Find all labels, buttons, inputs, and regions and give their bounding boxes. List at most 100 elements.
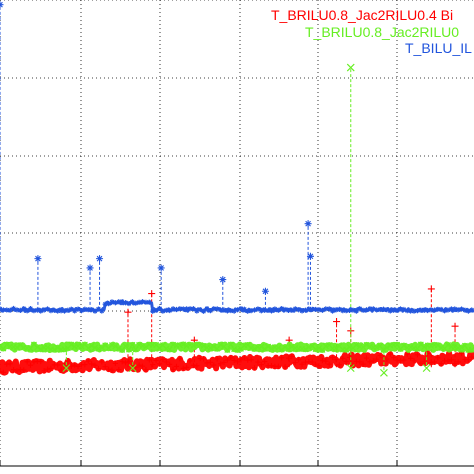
data-point	[44, 344, 51, 351]
data-point	[109, 367, 115, 373]
data-point	[27, 362, 34, 368]
data-point	[268, 308, 275, 314]
data-point	[333, 357, 339, 363]
data-point	[82, 362, 88, 368]
data-point	[187, 306, 193, 312]
data-point	[194, 308, 200, 314]
data-point	[92, 344, 99, 351]
data-point	[275, 363, 281, 369]
data-point	[122, 300, 129, 306]
data-point	[102, 364, 108, 370]
data-point	[143, 367, 149, 373]
data-point	[241, 355, 247, 361]
data-point	[282, 364, 288, 370]
data-point	[24, 359, 30, 365]
data-point	[78, 308, 85, 314]
data-point	[85, 358, 91, 364]
data-point	[177, 306, 183, 312]
data-point	[85, 345, 92, 352]
series-line-0	[0, 349, 474, 376]
spike-point	[422, 364, 431, 373]
data-point	[126, 359, 132, 365]
data-point	[248, 344, 255, 351]
data-point	[455, 307, 461, 313]
data-point	[353, 341, 360, 348]
data-point	[383, 344, 390, 351]
data-point	[54, 344, 61, 351]
data-point	[207, 308, 214, 314]
data-point	[17, 342, 24, 349]
data-point	[438, 306, 444, 313]
data-point	[245, 308, 251, 314]
data-point	[21, 367, 27, 373]
data-point	[275, 307, 281, 313]
data-point	[299, 361, 305, 367]
data-point	[400, 342, 407, 349]
data-point	[112, 300, 118, 306]
data-point	[285, 355, 292, 361]
data-point	[217, 341, 224, 348]
data-point	[302, 307, 309, 313]
data-point	[34, 344, 41, 351]
data-point	[228, 355, 234, 361]
data-point	[411, 358, 417, 364]
data-point	[231, 308, 237, 314]
legend: T_BRILU0.8_Jac2RILU0.4 Bi T_BRILU0.8_Jac…	[271, 7, 472, 56]
data-point	[51, 307, 57, 313]
data-point	[251, 365, 258, 371]
data-point	[201, 308, 207, 314]
data-point	[357, 359, 363, 365]
data-point	[408, 308, 414, 314]
data-point	[343, 346, 350, 353]
data-point	[397, 358, 404, 364]
data-point	[75, 306, 81, 312]
data-point	[468, 346, 474, 353]
data-point	[95, 306, 102, 312]
data-point	[214, 356, 220, 362]
data-point	[421, 307, 427, 313]
data-point	[136, 362, 142, 368]
data-point	[302, 346, 309, 353]
data-point	[391, 355, 397, 361]
data-point	[462, 307, 468, 313]
data-point	[370, 358, 376, 364]
data-point	[370, 306, 376, 312]
data-point	[166, 346, 173, 353]
data-point	[167, 307, 173, 314]
data-point	[418, 307, 424, 313]
data-point	[21, 306, 27, 312]
data-point	[421, 343, 428, 350]
data-point	[363, 307, 370, 313]
series-1	[0, 63, 474, 377]
data-point	[183, 342, 190, 349]
data-point	[204, 306, 210, 312]
data-point	[89, 361, 95, 367]
data-point	[14, 307, 20, 313]
data-point	[116, 366, 122, 373]
data-point	[238, 305, 244, 312]
spike-point	[62, 364, 71, 373]
legend-entry-green: T_BRILU0.8_Jac2RILU0	[305, 24, 459, 40]
spike-point	[34, 255, 42, 263]
data-point	[58, 367, 64, 373]
data-point	[126, 300, 132, 307]
data-point	[417, 341, 424, 348]
data-point	[224, 346, 231, 353]
data-point	[204, 360, 210, 366]
data-point	[272, 306, 278, 312]
data-point	[180, 365, 186, 371]
data-point	[187, 358, 193, 364]
data-point	[112, 360, 118, 367]
data-point	[190, 306, 197, 312]
data-point	[353, 308, 359, 314]
data-point	[340, 308, 346, 314]
data-point	[7, 361, 13, 367]
spike-point	[148, 290, 156, 298]
data-point	[425, 350, 431, 356]
data-point	[0, 307, 6, 313]
data-point	[285, 307, 292, 314]
data-point	[92, 362, 98, 368]
data-point	[458, 306, 465, 312]
data-point	[428, 342, 435, 349]
